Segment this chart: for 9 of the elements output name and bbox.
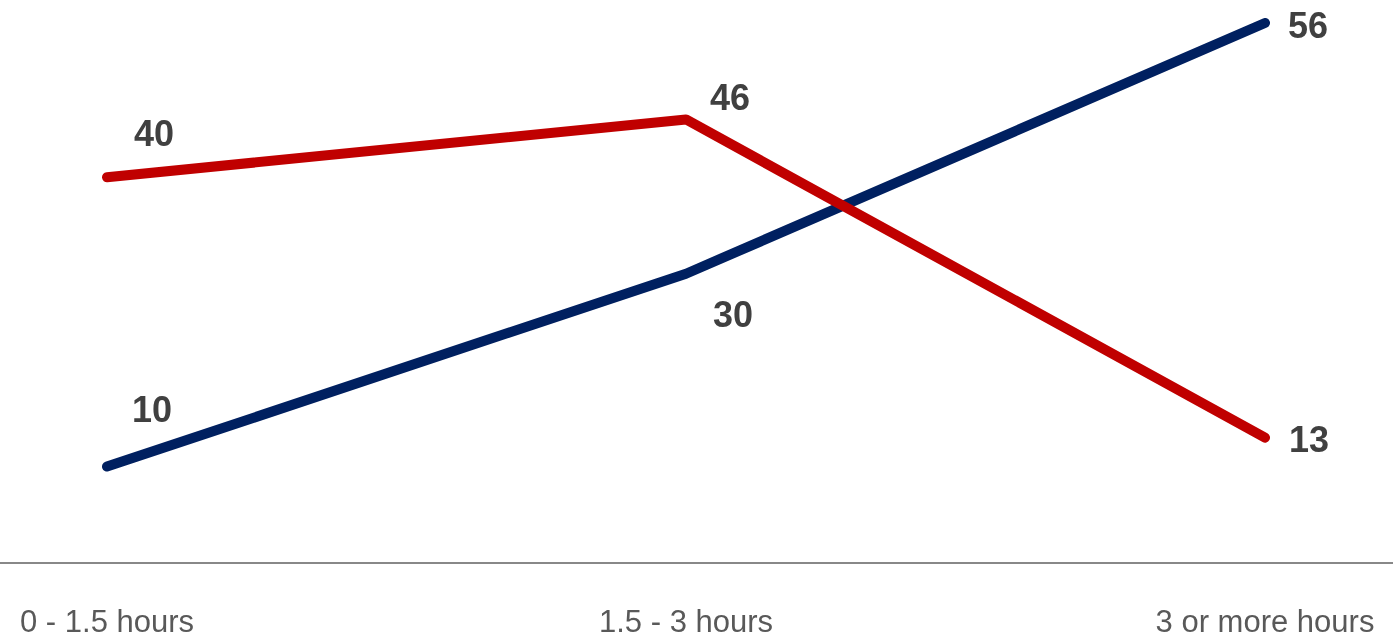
data-label: 13 xyxy=(1288,419,1330,461)
data-label: 56 xyxy=(1287,4,1329,46)
x-tick-label: 3 or more hours xyxy=(1155,604,1375,639)
x-tick-label: 1.5 - 3 hours xyxy=(598,604,774,639)
data-label: 10 xyxy=(131,389,173,431)
data-label: 40 xyxy=(133,112,175,154)
x-tick-label: 0 - 1.5 hours xyxy=(19,604,195,639)
data-label: 46 xyxy=(709,76,751,118)
data-label: 30 xyxy=(712,294,754,336)
